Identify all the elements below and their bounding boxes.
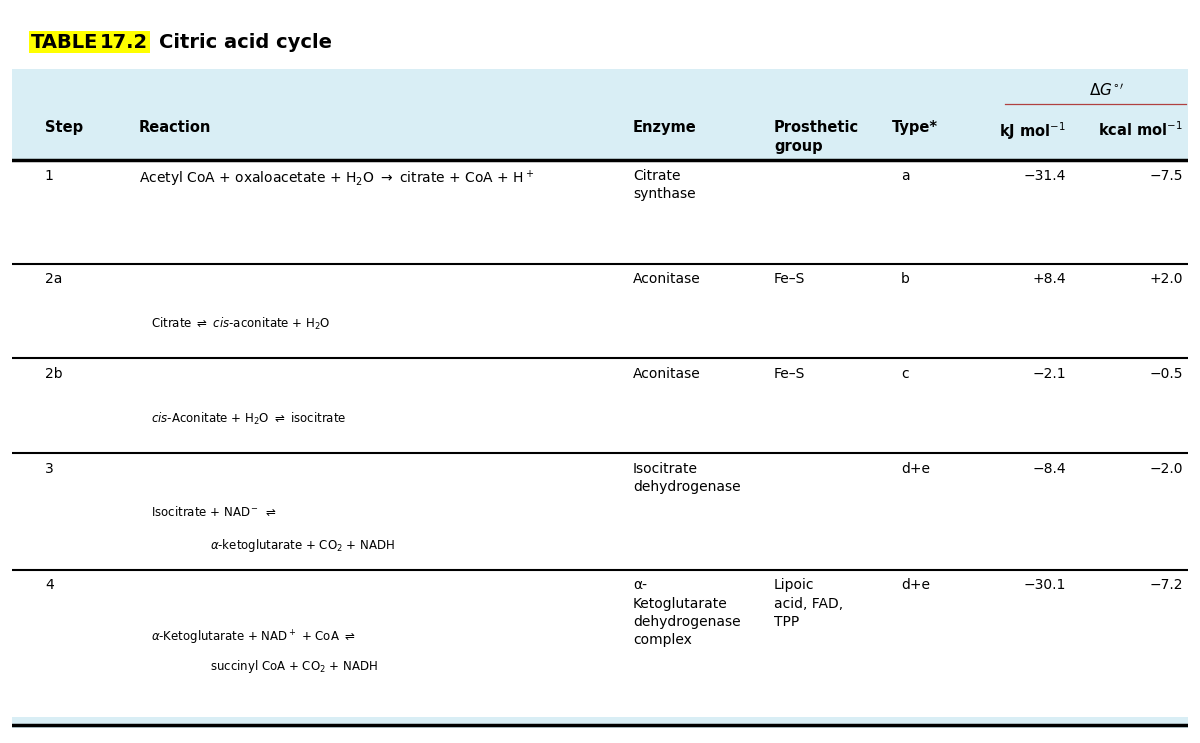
Bar xyxy=(12,570,1188,718)
Text: kJ mol$^{-1}$: kJ mol$^{-1}$ xyxy=(998,120,1066,142)
Text: succinyl CoA + CO$_2$ + NADH: succinyl CoA + CO$_2$ + NADH xyxy=(210,658,378,675)
Text: $\mathit{cis}$-Aconitate + H$_2$O $\rightleftharpoons$ isocitrate: $\mathit{cis}$-Aconitate + H$_2$O $\righ… xyxy=(151,410,346,426)
Text: −8.4: −8.4 xyxy=(1032,462,1066,476)
Text: kcal mol$^{-1}$: kcal mol$^{-1}$ xyxy=(1098,120,1183,139)
Text: Prosthetic
group: Prosthetic group xyxy=(774,120,859,154)
Bar xyxy=(12,358,1188,453)
Text: c: c xyxy=(901,367,908,381)
Text: Isocitrate
dehydrogenase: Isocitrate dehydrogenase xyxy=(632,462,740,494)
Text: b: b xyxy=(901,273,910,287)
Text: Citrate
synthase: Citrate synthase xyxy=(632,169,696,201)
Text: Aconitase: Aconitase xyxy=(632,367,701,381)
Text: Fe–S: Fe–S xyxy=(774,367,805,381)
Text: 2a: 2a xyxy=(44,273,62,287)
Text: Citric acid cycle: Citric acid cycle xyxy=(158,33,332,52)
Text: −2.1: −2.1 xyxy=(1032,367,1066,381)
Text: 4: 4 xyxy=(44,578,54,592)
Text: $\Delta G^{\circ\prime}$: $\Delta G^{\circ\prime}$ xyxy=(1090,83,1124,100)
Text: Lipoic
acid, FAD,
TPP: Lipoic acid, FAD, TPP xyxy=(774,578,844,629)
Text: Acetyl CoA + oxaloacetate + H$_2$O $\rightarrow$ citrate + CoA + H$^+$: Acetyl CoA + oxaloacetate + H$_2$O $\rig… xyxy=(139,169,534,189)
Text: 17.2: 17.2 xyxy=(101,33,149,52)
Text: −7.5: −7.5 xyxy=(1150,169,1183,183)
Text: α-
Ketoglutarate
dehydrogenase
complex: α- Ketoglutarate dehydrogenase complex xyxy=(632,578,740,647)
Text: a: a xyxy=(901,169,910,183)
Text: Reaction: Reaction xyxy=(139,120,211,135)
Text: +8.4: +8.4 xyxy=(1032,273,1066,287)
Text: $\alpha$-Ketoglutarate + NAD$^+$ + CoA $\rightleftharpoons$: $\alpha$-Ketoglutarate + NAD$^+$ + CoA $… xyxy=(151,629,355,647)
Text: Enzyme: Enzyme xyxy=(632,120,697,135)
Text: +2.0: +2.0 xyxy=(1150,273,1183,287)
Text: −31.4: −31.4 xyxy=(1024,169,1066,183)
Text: Citrate $\rightleftharpoons$ $\mathit{cis}$-aconitate + H$_2$O: Citrate $\rightleftharpoons$ $\mathit{ci… xyxy=(151,316,330,332)
Text: 3: 3 xyxy=(44,462,54,476)
Text: d+e: d+e xyxy=(901,578,930,592)
Text: Step: Step xyxy=(44,120,83,135)
Text: −30.1: −30.1 xyxy=(1024,578,1066,592)
Bar xyxy=(12,160,1188,264)
Text: $\alpha$-ketoglutarate + CO$_2$ + NADH: $\alpha$-ketoglutarate + CO$_2$ + NADH xyxy=(210,537,395,554)
Text: −2.0: −2.0 xyxy=(1150,462,1183,476)
Text: Isocitrate + NAD$^-$ $\rightleftharpoons$: Isocitrate + NAD$^-$ $\rightleftharpoons… xyxy=(151,505,277,519)
Text: Type*: Type* xyxy=(892,120,937,135)
Text: −7.2: −7.2 xyxy=(1150,578,1183,592)
Text: Aconitase: Aconitase xyxy=(632,273,701,287)
Text: d+e: d+e xyxy=(901,462,930,476)
Bar xyxy=(12,453,1188,570)
Text: 1: 1 xyxy=(44,169,54,183)
Bar xyxy=(12,264,1188,358)
Text: −0.5: −0.5 xyxy=(1150,367,1183,381)
Text: TABLE: TABLE xyxy=(31,33,98,52)
Text: 2b: 2b xyxy=(44,367,62,381)
Text: Fe–S: Fe–S xyxy=(774,273,805,287)
